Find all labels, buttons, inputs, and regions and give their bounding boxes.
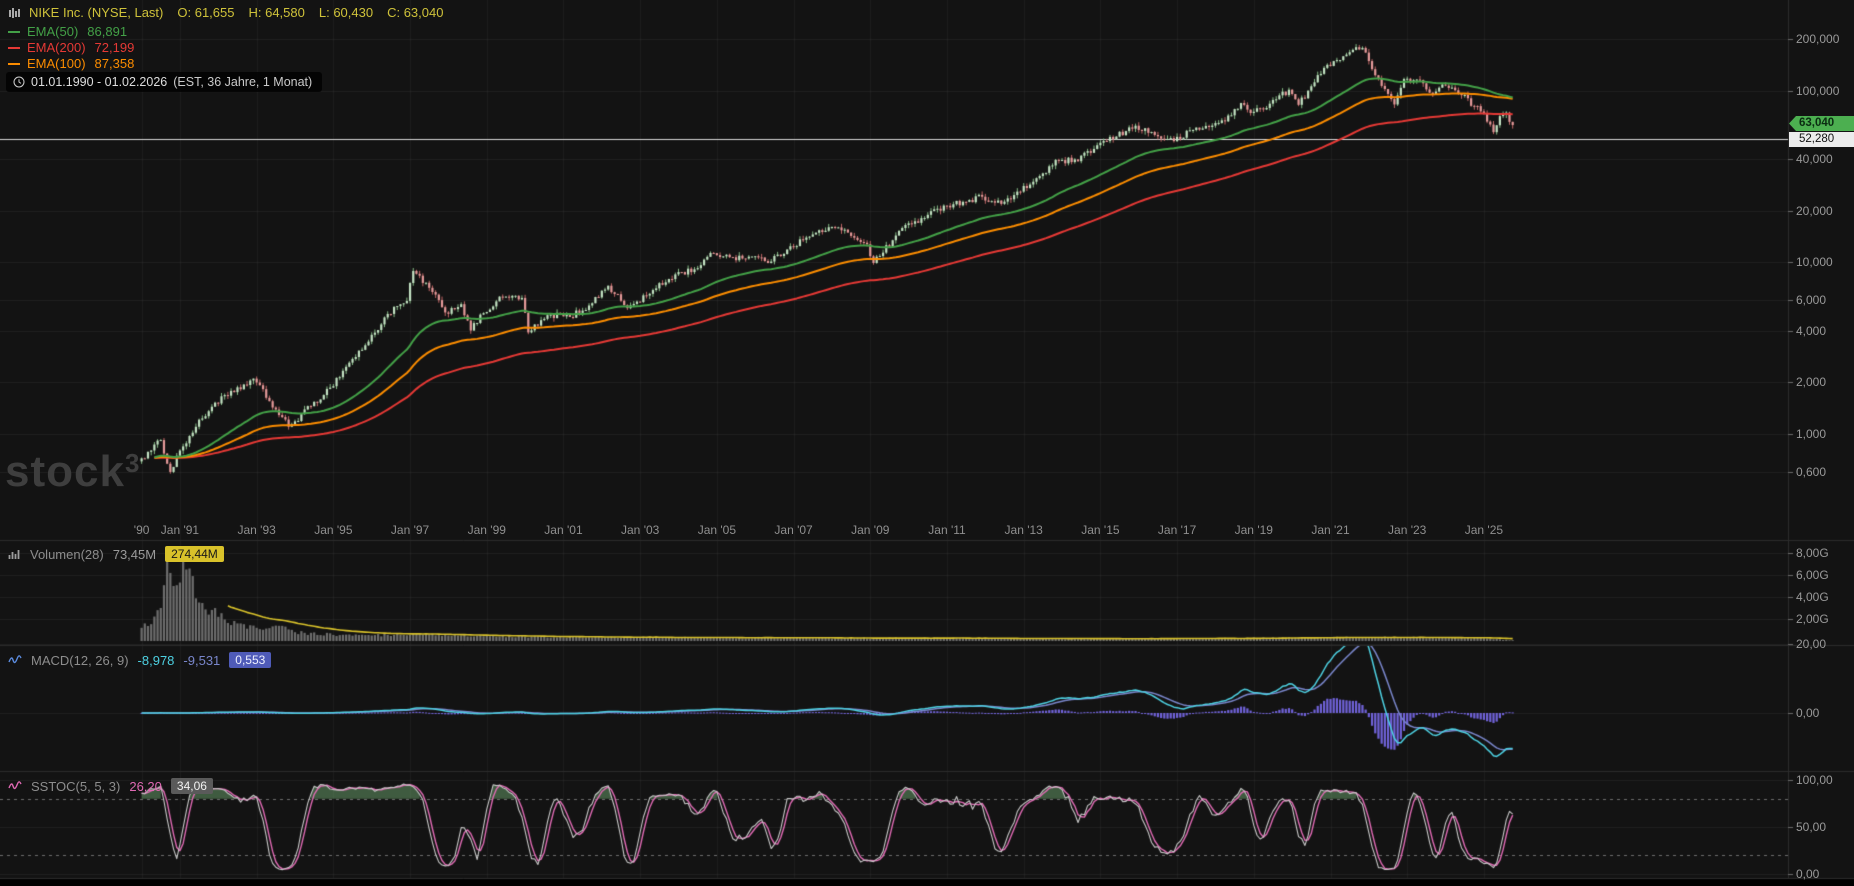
sstoc-line-icon [8,780,22,792]
axis-tick-label: 8,00G [1796,546,1829,560]
clock-icon [13,76,25,88]
right-axis[interactable]: 200,000 100,000 40,000 20,000 10,000 6,000 4,0… [1796,0,1854,886]
volume-bars-icon [8,548,21,560]
axis-tick-label: 20,000 [1796,203,1833,218]
ema-line-swatch [8,46,20,49]
x-axis-label: Jan '15 [1081,523,1120,537]
ema-line-swatch [8,62,20,65]
volume-ema-tag: 274,44M [165,546,224,562]
date-range-text: 01.01.1990 - 01.02.2026 [31,75,168,89]
level-price-tag[interactable]: 52,280 [1789,132,1854,147]
x-axis-label: Jan '99 [467,523,506,537]
candlestick-chart-icon [8,6,22,20]
x-axis-label: Jan '13 [1004,523,1043,537]
axis-tick-label: 2,000 [1796,375,1827,390]
axis-tick-label: 100,00 [1796,773,1833,787]
x-axis-label: Jan '93 [237,523,276,537]
ohlc-high: H: 64,580 [248,5,305,20]
x-axis[interactable]: '90 Jan '91 Jan '93 Jan '95 Jan '97 Jan '99 Ja… [0,522,1788,538]
x-axis-label: Jan '97 [390,523,430,537]
axis-tick-label: 50,00 [1796,820,1827,834]
legend-ema200[interactable]: EMA(200) 72,199 [8,40,134,55]
axis-tick-label: 200,000 [1796,32,1840,47]
legend-name: EMA(50) [27,24,79,39]
x-axis-label: Jan '09 [851,523,890,537]
axis-tick-label: 10,000 [1796,255,1833,270]
legend-name: EMA(100) [27,56,86,71]
macd-label: MACD(12, 26, 9) [31,652,129,668]
x-axis-label: Jan '23 [1388,523,1427,537]
axis-tick-label: 2,00G [1796,612,1829,626]
macd-signal-value: -9,531 [183,652,221,668]
ema-line-swatch [8,30,20,33]
date-range-chip[interactable]: 01.01.1990 - 01.02.2026 (EST, 36 Jahre, … [6,72,323,92]
axis-tick-label: 4,00G [1796,590,1829,604]
volume-current: 73,45M [112,546,157,562]
x-axis-label: Jan '05 [697,523,737,537]
legend-name: EMA(200) [27,40,86,55]
x-axis-label: Jan '11 [928,523,966,537]
axis-tick-label: 6,00G [1796,568,1829,582]
ohlc-close: C: 63,040 [387,5,444,20]
x-axis-label: Jan '17 [1157,523,1197,537]
x-axis-label: Jan '07 [774,523,813,537]
x-axis-label: Jan '25 [1464,523,1504,537]
volume-label: Volumen(28) [30,546,104,562]
macd-header[interactable]: MACD(12, 26, 9) -8,978 -9,531 0,553 [8,652,272,668]
macd-value: -8,978 [137,652,175,668]
stock3-watermark: stock3 [5,447,141,496]
date-range-suffix: (EST, 36 Jahre, 1 Monat) [173,75,313,89]
x-axis-label: Jan '91 [160,523,200,537]
x-axis-label: Jan '01 [544,523,583,537]
legend-ema50[interactable]: EMA(50) 86,891 [8,24,127,39]
x-axis-label: '90 [133,523,150,537]
legend-value: 86,891 [87,24,128,39]
axis-tick-label: 6,000 [1796,293,1827,308]
last-price-tag: 63,040 [1789,116,1854,132]
sstoc-header[interactable]: SSTOC(5, 5, 3) 26,20 34,06 [8,778,213,794]
x-axis-label: Jan '95 [314,523,353,537]
axis-tick-label: 40,000 [1796,151,1833,166]
axis-tick-label: 4,000 [1796,323,1827,338]
ohlc-open: O: 61,655 [177,5,235,20]
ohlc-low: L: 60,430 [318,5,374,20]
axis-tick-label: 100,000 [1796,83,1840,98]
axis-tick-label: 1,000 [1796,426,1827,441]
axis-tick-label: 0,600 [1796,464,1827,479]
axis-tick-label: 0,00 [1796,867,1820,881]
legend-ema100[interactable]: EMA(100) 87,358 [8,56,134,71]
instrument-title: NIKE Inc. (NYSE, Last) [29,5,164,20]
x-axis-label: Jan '03 [621,523,660,537]
axis-tick-label: 0,00 [1796,706,1820,720]
x-axis-label: Jan '21 [1311,523,1350,537]
x-axis-label: Jan '19 [1234,523,1273,537]
legend-value: 72,199 [94,40,135,55]
legend-value: 87,358 [94,56,135,71]
axis-tick-label: 20,00 [1796,637,1827,651]
sstoc-d-tag: 34,06 [170,778,213,794]
instrument-header[interactable]: NIKE Inc. (NYSE, Last) O: 61,655 H: 64,5… [8,5,443,20]
sstoc-label: SSTOC(5, 5, 3) [31,778,121,794]
volume-header[interactable]: Volumen(28) 73,45M 274,44M [8,546,224,562]
macd-hist-tag: 0,553 [229,652,272,668]
macd-line-icon [8,654,22,666]
sstoc-k-value: 26,20 [129,778,162,794]
